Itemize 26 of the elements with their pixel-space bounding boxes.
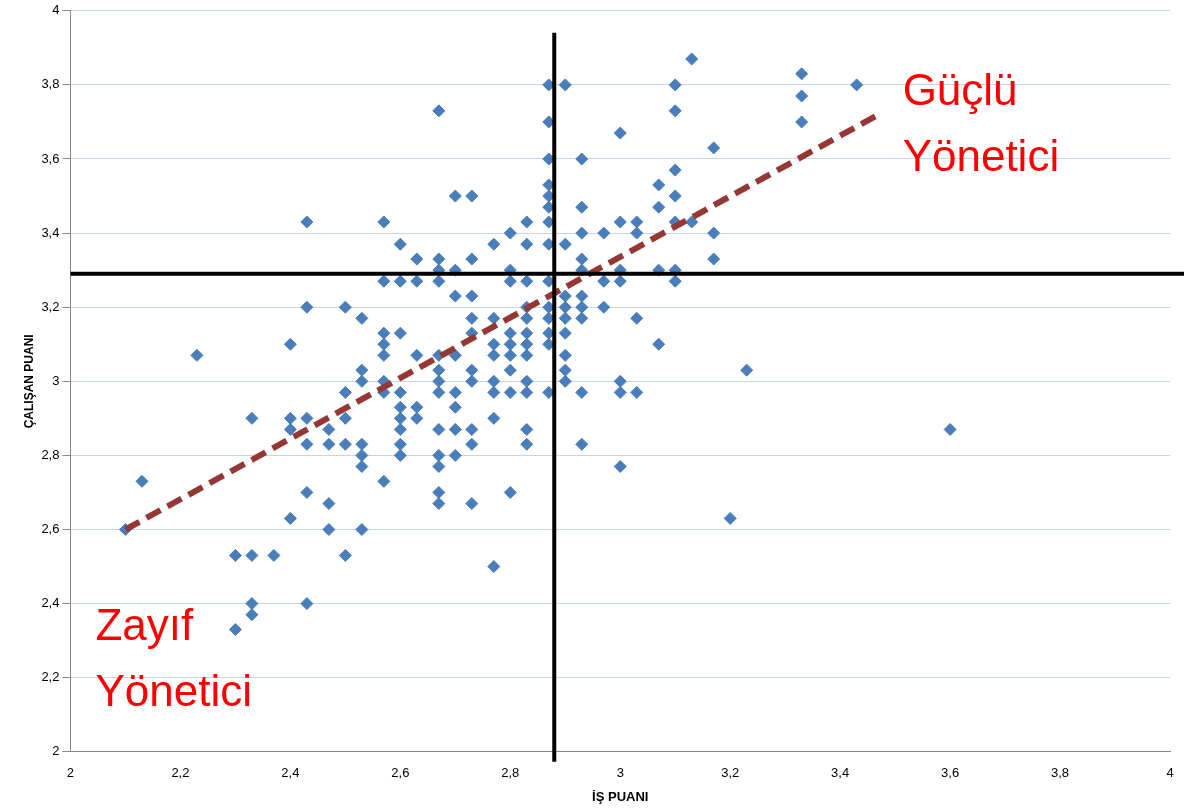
y-tick-label: 2,2	[41, 669, 60, 685]
y-tick-label: 3,8	[41, 76, 60, 92]
x-tick-label: 3,4	[831, 765, 850, 781]
x-tick-label: 2,4	[281, 765, 300, 781]
y-tick-label: 3	[52, 372, 60, 388]
annotation: Zayıf Yönetici	[95, 599, 252, 715]
x-tick-label: 2,8	[501, 765, 520, 781]
y-tick-label: 2,8	[41, 446, 60, 462]
x-tick-label: 3,8	[1051, 765, 1070, 781]
y-tick-label: 2	[52, 743, 60, 759]
x-tick-label: 2,6	[391, 765, 410, 781]
x-tick-label: 2	[66, 765, 75, 781]
x-tick-label: 4	[1166, 765, 1174, 781]
y-tick-label: 3,4	[41, 224, 60, 240]
x-axis-title: İŞ PUANI	[592, 788, 649, 804]
y-tick-label: 4	[52, 2, 60, 18]
y-axis-title: ÇALIŞAN PUANI	[21, 334, 36, 429]
y-tick-label: 2,4	[41, 595, 60, 611]
y-tick-label: 2,6	[41, 521, 60, 537]
y-tick-label: 3,2	[41, 298, 60, 314]
x-tick-label: 2,2	[171, 765, 190, 781]
annotation: Güçlü Yönetici	[902, 64, 1060, 180]
y-tick-label: 3,6	[41, 150, 60, 166]
x-tick-label: 3,2	[721, 765, 740, 781]
x-tick-label: 3,6	[941, 765, 960, 781]
x-tick-label: 3	[616, 765, 624, 781]
